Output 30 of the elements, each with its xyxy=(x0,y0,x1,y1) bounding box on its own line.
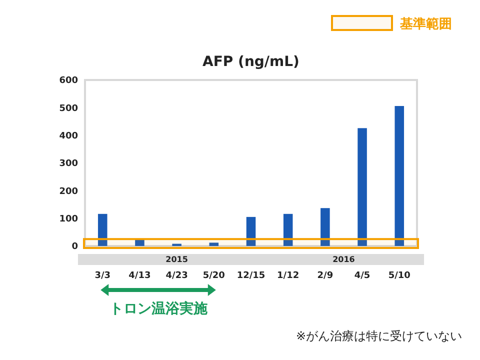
x-tick-label: 4/13 xyxy=(128,271,151,281)
text: 2015 xyxy=(166,255,188,264)
x-tick-label: 4/5 xyxy=(354,271,370,281)
bar xyxy=(358,128,367,246)
x-tick-label: 1/12 xyxy=(277,271,300,281)
x-tick-label: 2/9 xyxy=(317,271,334,281)
text: ※がん治療は特に受けていない xyxy=(296,329,462,343)
bar xyxy=(246,216,256,246)
x-tick-label: 4/23 xyxy=(166,271,188,281)
x-tick-label: 12/15 xyxy=(236,271,266,281)
bar xyxy=(98,214,108,246)
legend-label: 基準範囲 xyxy=(399,17,452,32)
x-tick-label: 3/3 xyxy=(94,271,111,281)
y-tick-label: 300 xyxy=(59,159,78,170)
y-tick-label: 400 xyxy=(59,131,78,142)
y-tick-label: 600 xyxy=(59,76,78,86)
text: 2016 xyxy=(332,255,356,264)
bar xyxy=(394,106,404,246)
bar xyxy=(135,240,144,246)
bar xyxy=(283,214,293,246)
bar xyxy=(209,242,219,246)
bar xyxy=(320,208,330,246)
text: トロン温浴実施 xyxy=(109,300,208,317)
x-tick-label: 5/20 xyxy=(202,271,225,281)
y-tick-label: 0 xyxy=(72,242,78,252)
x-tick-label: 5/10 xyxy=(388,271,410,281)
y-tick-label: 100 xyxy=(59,214,78,224)
y-tick-label: 500 xyxy=(59,104,78,114)
chart-title: AFP (ng/mL) xyxy=(202,54,300,70)
y-tick-label: 200 xyxy=(59,186,78,197)
